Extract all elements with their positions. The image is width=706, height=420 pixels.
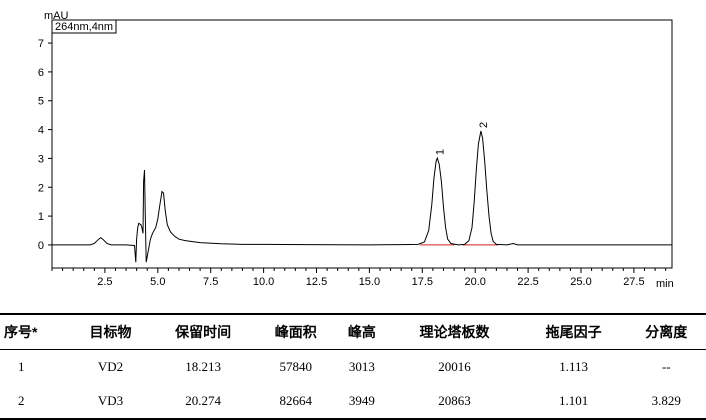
header-retention-time: 保留时间 [150,313,257,350]
cell-target: VD3 [70,384,151,420]
cell-index: 1 [18,359,25,374]
peak-label: 2 [478,122,490,128]
cell-resolution: -- [661,359,671,374]
table-row: 1 VD2 18.213 57840 3013 20016 1.113 -- [0,350,706,385]
peak-labels: 12 [434,122,490,155]
x-tick-label: 25.0 [570,276,591,288]
x-tick-label: 27.5 [623,276,644,288]
y-axis-ticks: 0 1 2 3 4 5 6 7 [38,38,52,252]
plot-frame [51,19,673,269]
header-theoretical-plates: 理论塔板数 [388,313,521,350]
cell-peak-area: 57840 [279,359,312,374]
x-tick-label: 2.5 [97,276,112,288]
cell-theoretical-plates: 20863 [388,384,521,420]
x-axis-label: min [656,278,674,290]
peak-label: 1 [434,149,446,155]
x-tick-label: 7.5 [203,276,218,288]
cell-theoretical-plates: 20016 [438,359,471,374]
header-peak-height: 峰高 [335,313,389,350]
x-axis-ticks: 2.5 5.0 7.5 10.0 12.5 15.0 17.5 20.0 22.5 25.0 27.… [51,268,667,288]
y-tick-label: 6 [38,67,44,79]
chromatogram-trace [52,130,672,263]
cell-retention-time: 20.274 [150,384,257,420]
x-tick-label: 5.0 [150,276,165,288]
x-tick-label: 17.5 [412,276,433,288]
cell-peak-height: 3013 [348,359,375,374]
y-tick-label: 3 [38,153,44,165]
x-tick-label: 12.5 [306,276,327,288]
results-table: 序号* 目标物 保留时间 峰面积 峰高 理论塔板数 拖尾因子 分离度 1 VD2… [0,313,706,420]
y-tick-label: 7 [38,38,44,50]
y-tick-label: 5 [38,96,44,108]
y-axis-label: mAU [44,10,69,22]
x-tick-label: 22.5 [517,276,538,288]
x-tick-label: 10.0 [253,276,274,288]
y-tick-label: 1 [38,211,44,223]
cell-retention-time: 18.213 [185,359,221,374]
header-peak-area: 峰面积 [256,313,336,350]
table-row: 2 VD3 20.274 82664 3949 20863 1.101 3.82… [0,384,706,420]
header-tailing-factor: 拖尾因子 [520,313,627,350]
y-tick-label: 0 [38,240,44,252]
cell-index: 2 [0,384,71,420]
cell-peak-area: 82664 [256,384,336,420]
cell-tailing-factor: 1.101 [520,384,627,420]
wavelength-legend-box [51,19,117,34]
y-tick-label: 4 [38,125,44,137]
cell-target: VD2 [97,359,124,374]
x-tick-label: 15.0 [359,276,380,288]
header-target: 目标物 [70,313,151,350]
y-tick-label: 2 [38,182,44,194]
x-tick-label: 20.0 [464,276,485,288]
wavelength-legend-label: 264nm,4nm [55,21,113,33]
cell-tailing-factor: 1.113 [559,359,588,374]
cell-resolution: 3.829 [626,384,706,420]
header-resolution: 分离度 [626,313,706,350]
cell-peak-height: 3949 [335,384,389,420]
header-index: 序号* [0,313,71,350]
table-header-row: 序号* 目标物 保留时间 峰面积 峰高 理论塔板数 拖尾因子 分离度 [0,313,706,350]
